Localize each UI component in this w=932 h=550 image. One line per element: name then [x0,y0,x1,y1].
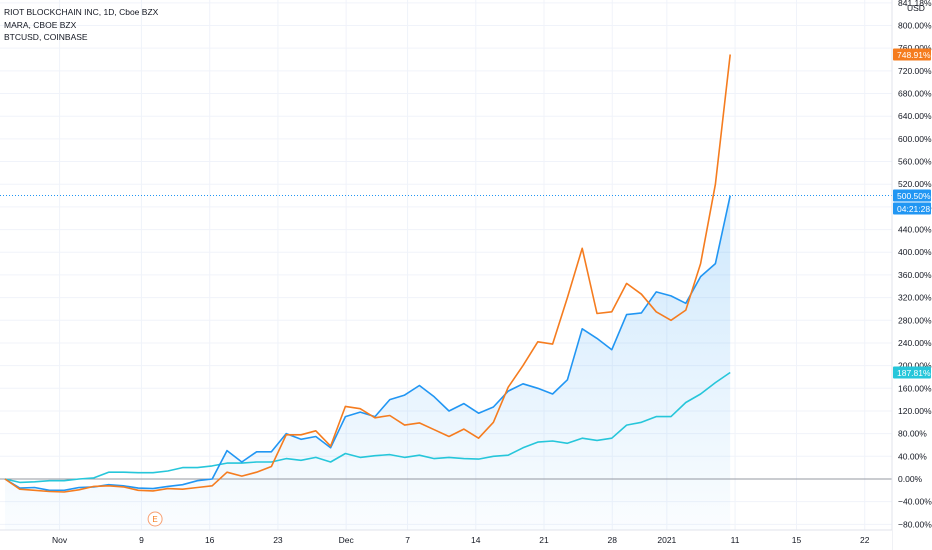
y-tick-label-5: 120.00% [898,406,932,416]
chart-legend: RIOT BLOCKCHAIN INC, 1D, Cboe BZX MARA, … [4,6,158,44]
x-tick-label-7: 21 [539,535,549,545]
y-tick-label-6: 160.00% [898,383,932,393]
y-tick-label-17: 600.00% [898,134,932,144]
mara-line[interactable] [4,54,731,493]
x-tick-label-3: 23 [273,535,283,545]
legend-compare-mara[interactable]: MARA, CBOE BZX [4,19,77,30]
riot-last-label: 500.50% [897,191,931,201]
time-axis-bg [0,530,892,550]
y-tick-label-23: 841.18% [898,0,932,8]
time-axis[interactable]: Nov 9 16 23 Dec 7 14 21 28 2021 11 15 22 [0,529,892,550]
earnings-marker: E [147,511,163,527]
x-tick-label-6: 14 [471,535,481,545]
mara-last-label: 748.91% [897,50,931,60]
x-tick-label-1: 9 [139,535,144,545]
legend-main-symbol[interactable]: RIOT BLOCKCHAIN INC, 1D, Cboe BZX [4,7,159,17]
btc-last-label: 187.81% [897,368,931,378]
x-tick-label-2: 16 [205,535,215,545]
x-tick-label-12: 22 [860,535,870,545]
y-tick-label-1: −40.00% [898,497,932,507]
price-axis-bg [892,0,932,550]
last-value-labels: 748.91% 500.50% 04:21:28 187.81% [893,48,931,379]
x-tick-label-8: 28 [608,535,618,545]
btc-last-label-bg [893,366,931,379]
y-tick-label-8: 240.00% [898,338,932,348]
y-tick-label-19: 680.00% [898,89,932,99]
earnings-marker-label: E [152,515,157,524]
y-tick-label-4: 80.00% [898,429,927,439]
axis-unit-label: USD [907,3,925,13]
riot-countdown-label-bg [893,202,931,215]
y-tick-label-12: 400.00% [898,247,932,257]
y-tick-label-13: 440.00% [898,225,932,235]
y-tick-label-10: 320.00% [898,293,932,303]
x-tick-label-0: Nov [52,535,68,545]
y-tick-label-3: 40.00% [898,451,927,461]
earnings-marker-circle[interactable] [147,511,163,527]
legend-compare-btc[interactable]: BTCUSD, COINBASE [4,32,88,42]
riot-last-label-bg [893,189,931,202]
riot-countdown-label: 04:21:28 [897,204,930,214]
series-lines [0,54,892,493]
price-axis[interactable]: −80.00% −40.00% 0.00% 40.00% 80.00% 120.00% 16… [891,0,932,550]
btc-line[interactable] [4,371,731,484]
y-tick-label-18: 640.00% [898,111,932,121]
riot-area-fill [5,195,731,530]
x-tick-label-5: 7 [405,535,410,545]
riot-area [5,195,731,530]
y-tick-label-22: 800.00% [898,21,932,31]
x-tick-label-11: 15 [792,535,802,545]
x-tick-label-10: 11 [731,535,740,545]
y-tick-label-20: 720.00% [898,66,932,76]
y-tick-label-0: −80.00% [898,519,932,529]
y-tick-label-16: 560.00% [898,157,932,167]
y-tick-label-21: 760.00% [898,43,932,53]
y-tick-label-9: 280.00% [898,315,932,325]
mara-last-label-bg [893,48,931,61]
x-tick-label-9: 2021 [657,535,676,545]
y-tick-label-2: 0.00% [898,474,923,484]
x-tick-label-4: Dec [339,535,355,545]
y-tick-label-7: 200.00% [898,361,932,371]
y-tick-label-15: 520.00% [898,179,932,189]
riot-line[interactable] [4,195,731,492]
y-tick-label-11: 360.00% [898,270,932,280]
